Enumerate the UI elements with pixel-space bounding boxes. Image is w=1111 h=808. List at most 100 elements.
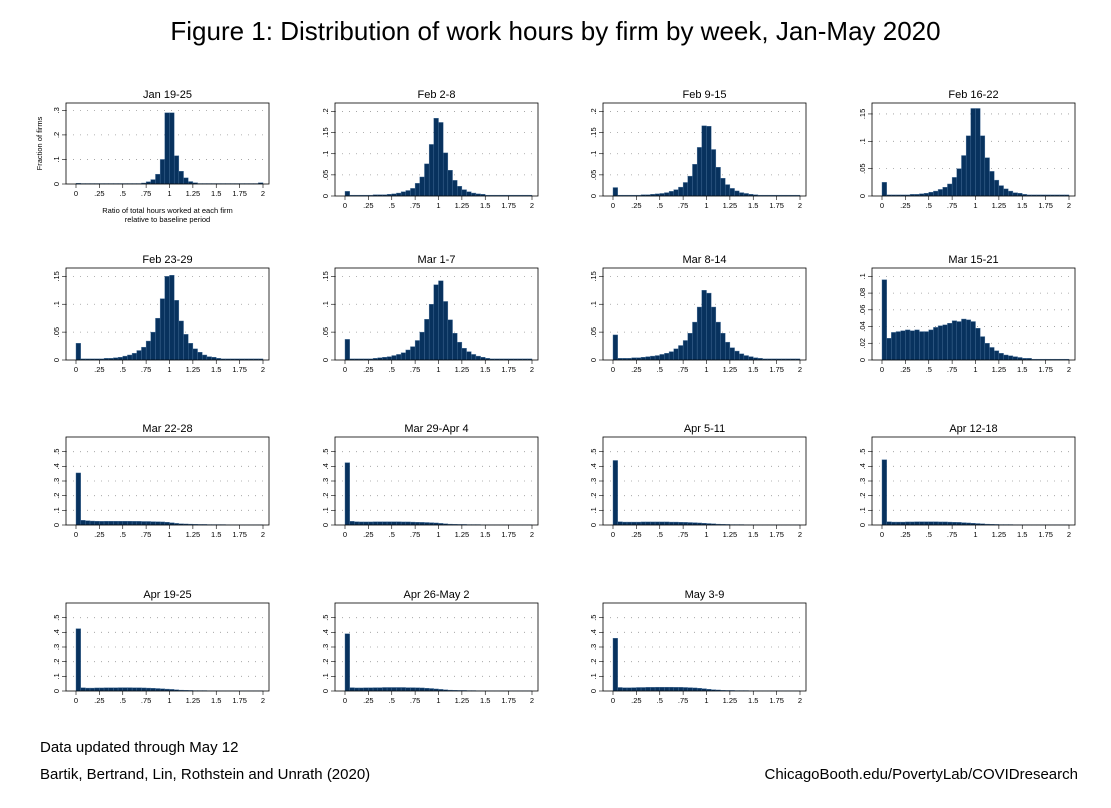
histogram-bar <box>452 180 458 197</box>
y-tick-label: .4 <box>52 463 61 469</box>
x-tick-label: 1.75 <box>769 530 784 539</box>
y-tick-label: 0 <box>589 523 598 527</box>
histogram-bar <box>424 319 430 361</box>
y-tick-label: .5 <box>321 449 330 455</box>
x-tick-label: .5 <box>120 530 126 539</box>
histogram-bar <box>965 319 972 361</box>
histogram-panel: Apr 26-May 2 0 .1 .2 .3 .4 .5 0 .25 .5 .75 1 1.25 1.5… <box>321 589 539 705</box>
y-tick-label: .05 <box>52 327 61 337</box>
histogram-panel: Feb 9-15 0 .05 .1 .15 .2 0 .25 .5 .75 1 1.25 1.5 1.75… <box>589 89 807 210</box>
x-tick-label: .25 <box>363 696 373 705</box>
histogram-bar <box>664 353 670 361</box>
histogram-bar <box>970 321 976 361</box>
histogram-bar <box>928 521 934 526</box>
x-tick-label: .25 <box>363 530 373 539</box>
y-tick-label: .5 <box>589 449 598 455</box>
y-tick-label: 0 <box>858 358 867 362</box>
x-tick-label: .75 <box>678 365 688 374</box>
histogram-bar <box>956 321 962 361</box>
x-tick-label: 2 <box>530 201 534 210</box>
histogram-bar <box>645 687 651 692</box>
histogram-bar <box>743 355 749 361</box>
histogram-bar <box>480 357 486 361</box>
y-tick-label: .1 <box>321 301 330 307</box>
histogram-bar <box>989 171 995 197</box>
x-tick-label: 1.25 <box>723 201 738 210</box>
x-tick-label: 0 <box>343 365 347 374</box>
histogram-bar <box>739 353 745 361</box>
histogram-bar <box>979 336 986 361</box>
histogram-bar <box>951 320 957 361</box>
plot-frame <box>334 602 539 692</box>
x-tick-label: 1.75 <box>232 530 247 539</box>
histogram-bar <box>183 177 189 185</box>
x-tick-label: 0 <box>611 530 615 539</box>
x-tick-label: 1.5 <box>748 696 758 705</box>
histogram-bar <box>881 279 887 361</box>
histogram-bar <box>622 521 628 526</box>
y-tick-label: .3 <box>589 478 598 484</box>
x-tick-label: .75 <box>410 696 420 705</box>
y-tick-label: 0 <box>321 523 330 527</box>
x-tick-label: .5 <box>926 201 932 210</box>
y-tick-label: .05 <box>589 327 598 337</box>
y-tick-label: .15 <box>321 271 330 281</box>
x-tick-label: 0 <box>74 189 78 198</box>
histogram-bar <box>729 347 735 361</box>
panel-title: Mar 15-21 <box>948 254 998 266</box>
histogram-bar <box>682 687 688 692</box>
histogram-bar <box>715 321 721 361</box>
histogram-bar <box>75 628 81 692</box>
histogram-bar <box>386 356 392 361</box>
histogram-bar <box>933 190 939 197</box>
histogram-bar <box>612 187 618 197</box>
histogram-bar <box>372 687 378 692</box>
histogram-bar <box>400 687 406 692</box>
histogram-bar <box>975 328 981 361</box>
histogram-bar <box>626 521 632 526</box>
x-tick-label: .25 <box>94 365 104 374</box>
histogram-bar <box>937 189 943 197</box>
y-tick-label: .1 <box>858 507 867 513</box>
y-tick-label: .05 <box>321 170 330 180</box>
histogram-panel: Feb 2-8 0 .05 .1 .15 .2 0 .25 .5 .75 1 1.25 1.5 1.75 2 <box>321 89 539 210</box>
histogram-bar <box>438 122 444 197</box>
histogram-bar <box>164 112 170 185</box>
histogram-bar <box>640 521 646 526</box>
histogram-bar <box>433 284 439 361</box>
histogram-bar <box>145 340 152 361</box>
x-tick-label: 2 <box>1067 530 1071 539</box>
histogram-bar <box>363 687 369 692</box>
y-tick-label: .1 <box>589 673 598 679</box>
histogram-bar <box>131 687 137 692</box>
histogram-bar <box>905 521 911 526</box>
y-tick-label: .02 <box>858 338 867 348</box>
x-tick-label: .75 <box>947 530 957 539</box>
y-tick-label: .2 <box>321 493 330 499</box>
panel-title: Feb 16-22 <box>948 89 998 101</box>
x-tick-label: 1.5 <box>1017 365 1027 374</box>
histogram-bar <box>673 348 679 361</box>
x-tick-label: .75 <box>141 365 151 374</box>
plot-frame <box>334 267 539 361</box>
y-tick-label: .5 <box>858 449 867 455</box>
histogram-bar <box>640 687 646 692</box>
histogram-bar <box>947 323 953 361</box>
histogram-bar <box>419 331 425 361</box>
histogram-bar <box>951 177 957 197</box>
histogram-bar <box>994 350 1000 361</box>
histogram-bar <box>150 331 156 361</box>
x-tick-label: 1 <box>704 530 708 539</box>
histogram-bar <box>183 334 189 361</box>
histogram-bar <box>937 521 943 526</box>
panel-title: Feb 9-15 <box>682 89 726 101</box>
histogram-bar <box>141 687 147 692</box>
histogram-bar <box>692 164 698 197</box>
y-tick-label: .15 <box>589 127 598 137</box>
x-tick-label: 1 <box>167 365 171 374</box>
histogram-bar <box>400 191 406 197</box>
x-tick-label: .5 <box>120 365 126 374</box>
y-tick-label: .06 <box>858 305 867 315</box>
y-tick-label: .2 <box>589 659 598 665</box>
histogram-bar <box>187 343 194 361</box>
